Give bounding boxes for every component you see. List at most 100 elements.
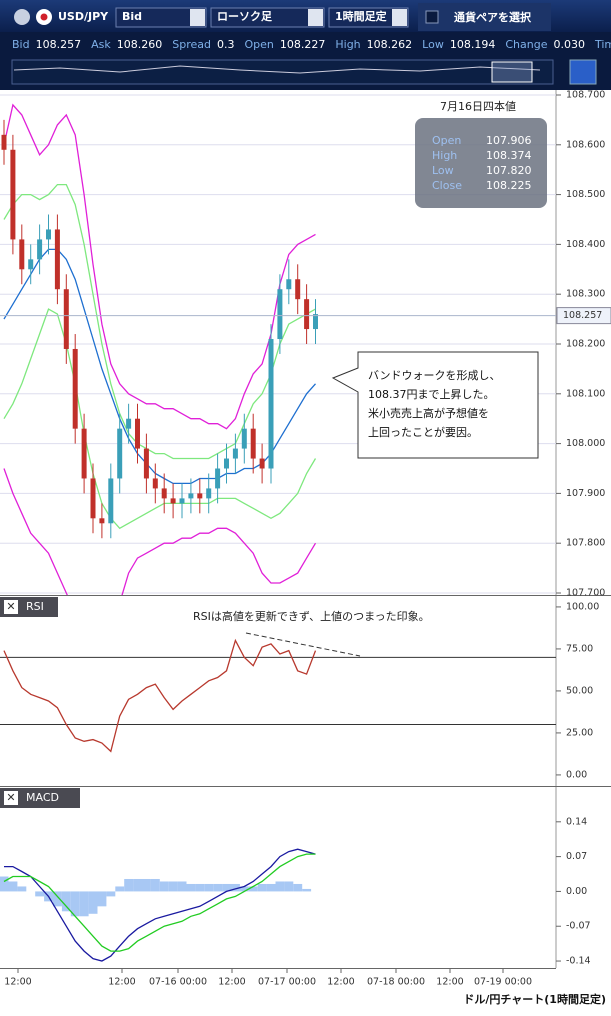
info-value: 107.820 [486, 164, 532, 177]
macd-title: MACD [26, 791, 59, 804]
callout-text: バンドウォークを形成し、 108.37円まで上昇した。米小売売上高が予想値を上回っ… [368, 369, 501, 439]
close-button[interactable] [4, 600, 18, 614]
histogram-bar [61, 891, 71, 912]
info-label: Low [432, 164, 454, 177]
quote-value: 0.030 [553, 38, 585, 51]
histogram-bar [70, 891, 80, 917]
dropdown-arrow [392, 9, 407, 26]
histogram-bar [150, 878, 160, 892]
histogram-bar [142, 878, 151, 892]
histogram-bar [266, 883, 276, 892]
histogram-bar [79, 891, 89, 917]
macd-line [3, 853, 316, 952]
x-tick-label: 07-16 00:00 [149, 977, 207, 988]
candle-body [304, 299, 310, 330]
candle-body [54, 229, 60, 290]
x-tick-label: 12:00 [108, 977, 135, 988]
pair-select-button[interactable] [418, 3, 551, 31]
x-tick-label: 07-18 00:00 [367, 977, 425, 988]
last-price-box [556, 307, 611, 325]
chart-type: ローソク足 [217, 10, 273, 23]
histogram-bar [248, 886, 258, 892]
trend-line [245, 632, 361, 657]
rsi-line [3, 638, 317, 753]
symbol[interactable]: USD/JPY [58, 10, 109, 23]
quote-value: 108.260 [117, 38, 163, 51]
quote-row: Bid 108.257 Ask 108.260 Spread 0.3 Open 108.227… [12, 38, 611, 51]
rsi-annotation: RSIは高値を更新できず、上値のつまった印象。 [193, 609, 430, 623]
candle-body [224, 458, 229, 469]
histogram-bar [275, 881, 285, 892]
y-tick-label: 108.400 [566, 239, 605, 250]
info-title: 7月16日四本値 [440, 99, 516, 113]
histogram-bar [88, 891, 98, 914]
macd-line [4, 848, 316, 962]
info-label: High [432, 149, 457, 162]
histogram-bar [0, 876, 9, 892]
info-label: Close [432, 179, 462, 192]
candle-body [179, 498, 185, 504]
candle-body [135, 418, 140, 449]
band-line [3, 183, 316, 460]
y-tick-label: 108.700 [566, 89, 605, 100]
info-rows: Open 107.906 High 108.374 Low 107.820 Close 108… [432, 134, 532, 192]
dropdown-arrow [308, 9, 323, 26]
chart-type-select[interactable] [210, 7, 325, 28]
candle-body [37, 239, 43, 260]
pair-select-label: 通貨ペアを選択 [454, 10, 532, 24]
candle-body [99, 518, 105, 524]
quote-value: 108.194 [450, 38, 496, 51]
band-line [3, 308, 317, 530]
histogram-bar [204, 883, 214, 892]
candle-body [206, 488, 212, 499]
y-tick-label: 107.700 [566, 588, 605, 599]
interval: 1時間足定 [335, 9, 387, 23]
x-tick-label: 12:00 [436, 977, 463, 988]
x-tick-label: 12:00 [218, 977, 245, 988]
quote-label: Time [594, 38, 611, 51]
navigator-line [13, 65, 541, 74]
candle-body [1, 134, 7, 150]
quote-value: 108.257 [36, 38, 82, 51]
band-line [3, 103, 316, 430]
navigator-window[interactable] [491, 61, 533, 83]
quote-label: High [335, 38, 360, 51]
candle-body [295, 279, 301, 300]
close-button[interactable] [4, 791, 18, 805]
flag-jp-dot [40, 13, 48, 21]
histogram-bar [124, 878, 134, 892]
y-tick-label: 25.00 [566, 727, 593, 738]
info-value: 107.906 [486, 134, 532, 147]
histogram-bar [239, 886, 249, 892]
last-price-label: 108.257 [563, 310, 602, 321]
histogram-bar [213, 883, 223, 892]
histogram-bar [195, 883, 205, 892]
zoom-button[interactable] [569, 59, 597, 85]
histogram-bar [133, 878, 142, 892]
callout [331, 351, 539, 459]
histogram-bar [284, 881, 294, 892]
price-type-select[interactable] [115, 7, 207, 28]
info-value: 108.225 [486, 179, 532, 192]
quote-label: Ask [91, 38, 111, 51]
info-box [415, 118, 547, 208]
candle-body [10, 149, 16, 240]
candle-body [215, 468, 221, 489]
histogram-bar [257, 883, 267, 892]
info-value: 108.374 [486, 149, 532, 162]
candle-body [170, 498, 176, 504]
checkbox[interactable] [425, 10, 439, 24]
rsi-title: RSI [26, 600, 44, 613]
histogram-bar [177, 881, 187, 892]
y-tick-label: 108.500 [566, 189, 605, 200]
y-tick-label: 0.14 [566, 816, 587, 827]
candle-body [28, 259, 34, 270]
histogram-bar [302, 888, 312, 892]
panel [0, 94, 556, 595]
histogram-bar [53, 891, 62, 907]
interval-select[interactable] [328, 7, 409, 28]
candle-body [72, 348, 78, 429]
candle-body [108, 478, 114, 524]
